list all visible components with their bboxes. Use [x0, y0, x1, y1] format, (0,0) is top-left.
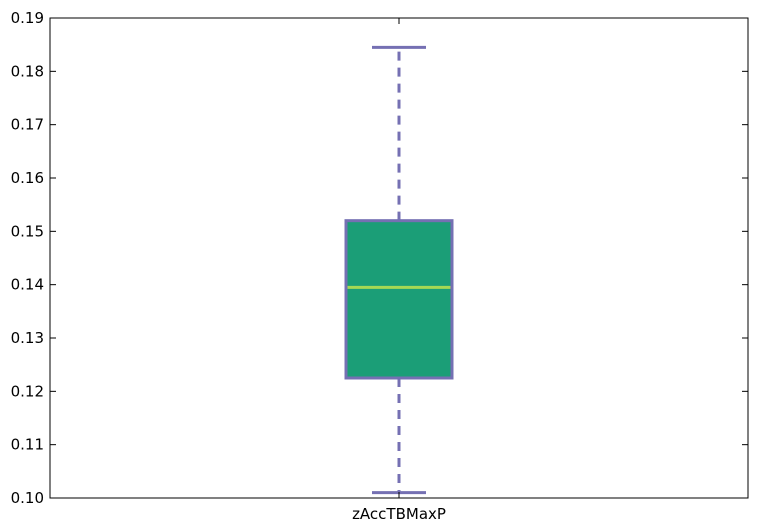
y-tick-label: 0.12 [11, 382, 44, 400]
y-tick-label: 0.15 [11, 222, 44, 240]
y-tick-label: 0.14 [11, 276, 44, 294]
y-tick-label: 0.18 [11, 62, 44, 80]
plot-marks [346, 47, 452, 492]
y-tick-label: 0.17 [11, 116, 44, 134]
x-tick-label: zAccTBMaxP [352, 505, 446, 523]
y-tick-label: 0.19 [11, 9, 44, 27]
box [346, 221, 452, 378]
y-tick-label: 0.16 [11, 169, 44, 187]
y-tick-label: 0.11 [11, 436, 44, 454]
y-tick-label: 0.10 [11, 489, 44, 507]
y-tick-label: 0.13 [11, 329, 44, 347]
